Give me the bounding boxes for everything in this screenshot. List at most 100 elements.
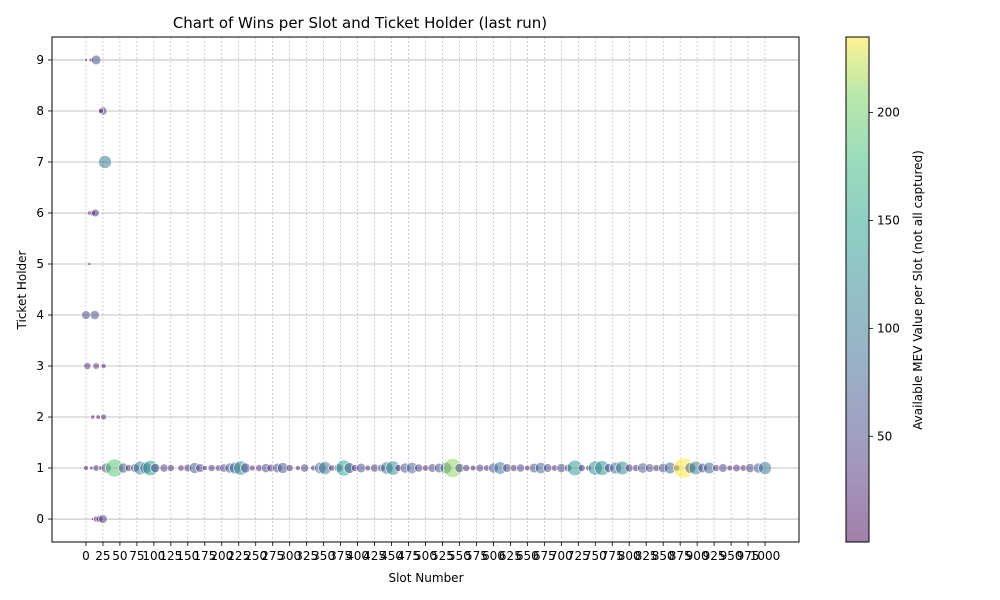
x-tick-label: 125 [159, 549, 182, 563]
data-point [475, 463, 484, 473]
data-point [81, 310, 91, 320]
data-point [83, 362, 92, 370]
data-point [201, 465, 208, 471]
data-point [159, 463, 169, 473]
chart-title: Chart of Wins per Slot and Ticket Holder… [173, 14, 547, 32]
x-tick-label: 875 [669, 549, 692, 563]
x-tick-label: 300 [278, 549, 301, 563]
x-tick-label: 850 [652, 549, 675, 563]
x-tick-label: 275 [261, 549, 284, 563]
y-tick-label: 4 [36, 308, 44, 322]
data-point [100, 363, 107, 369]
x-axis-ticks: 0 25 50 75100125150175200225250275300325350… [82, 542, 780, 563]
data-point [624, 463, 634, 473]
data-point [98, 155, 112, 169]
x-tick-label: 925 [703, 549, 726, 563]
grid-lines [52, 37, 799, 542]
data-point [295, 465, 301, 471]
x-tick-label: 600 [482, 549, 505, 563]
y-axis-label: Ticket Holder [15, 250, 29, 330]
x-tick-label: 0 [82, 549, 90, 563]
data-point [177, 464, 185, 472]
data-point [89, 310, 100, 320]
x-tick-label: 950 [720, 549, 743, 563]
data-points [81, 54, 772, 524]
y-tick-label: 8 [36, 104, 44, 118]
data-point [718, 463, 728, 473]
data-point [577, 464, 586, 472]
data-point [732, 463, 741, 473]
x-tick-label: 525 [431, 549, 454, 563]
data-point [516, 463, 525, 473]
y-tick-label: 7 [36, 155, 44, 169]
y-tick-label: 2 [36, 410, 44, 424]
colorbar-tick-label: 200 [877, 106, 900, 120]
x-tick-label: 250 [244, 549, 267, 563]
x-tick-label: 775 [601, 549, 624, 563]
x-tick-label: 575 [465, 549, 488, 563]
x-tick-label: 50 [112, 549, 127, 563]
y-tick-label: 1 [36, 461, 44, 475]
colorbar-tick-label: 150 [877, 213, 900, 227]
colorbar: 50 100 150 200 Available MEV Value per Slot… [845, 36, 925, 543]
data-point [100, 413, 107, 421]
data-point [355, 462, 367, 474]
x-tick-label: 175 [193, 549, 216, 563]
data-point [364, 464, 371, 472]
x-tick-label: 700 [550, 549, 573, 563]
data-point [414, 463, 424, 473]
x-tick-label: 200 [210, 549, 233, 563]
data-point [469, 464, 477, 472]
y-tick-label: 5 [36, 257, 44, 271]
y-axis-ticks: 0 1 2 3 4 5 6 7 8 9 [36, 53, 52, 526]
colorbar-frame [845, 36, 870, 543]
x-tick-label: 725 [567, 549, 590, 563]
data-point [90, 414, 96, 420]
data-point [150, 463, 161, 473]
data-point [91, 54, 102, 66]
data-point [84, 58, 88, 62]
data-point [240, 462, 251, 474]
x-tick-label: 350 [312, 549, 335, 563]
data-point [758, 461, 772, 475]
x-tick-label: 750 [584, 549, 607, 563]
colorbar-label: Available MEV Value per Slot (not all ca… [911, 150, 925, 430]
y-tick-label: 3 [36, 359, 44, 373]
x-tick-label: 325 [295, 549, 318, 563]
data-point [543, 463, 553, 473]
x-tick-label: 800 [618, 549, 641, 563]
data-point [726, 464, 733, 472]
data-point [166, 464, 175, 472]
x-tick-label: 675 [533, 549, 556, 563]
data-point [98, 514, 108, 524]
data-point [285, 464, 294, 472]
x-tick-label: 475 [397, 549, 420, 563]
x-tick-label: 400 [346, 549, 369, 563]
colorbar-ticks: 50 100 150 200 [869, 106, 900, 443]
x-tick-label: 900 [686, 549, 709, 563]
colorbar-tick-label: 100 [877, 321, 900, 335]
x-tick-label: 825 [635, 549, 658, 563]
data-point [462, 464, 471, 472]
x-tick-label: 500 [414, 549, 437, 563]
colorbar-gradient [846, 37, 869, 542]
y-tick-label: 0 [36, 512, 44, 526]
colorbar-tick-label: 50 [877, 429, 892, 443]
x-tick-label: 650 [516, 549, 539, 563]
data-point [92, 362, 100, 370]
data-point [91, 208, 100, 218]
x-tick-label: 75 [129, 549, 144, 563]
x-tick-label: 1000 [750, 549, 781, 563]
data-point [98, 108, 104, 114]
data-point [207, 464, 216, 472]
x-tick-label: 225 [227, 549, 250, 563]
x-tick-label: 150 [176, 549, 199, 563]
y-tick-label: 9 [36, 53, 44, 67]
x-tick-label: 375 [329, 549, 352, 563]
x-tick-label: 975 [737, 549, 760, 563]
x-tick-label: 450 [380, 549, 403, 563]
x-tick-label: 425 [363, 549, 386, 563]
x-tick-label: 100 [142, 549, 165, 563]
data-point [95, 414, 101, 420]
